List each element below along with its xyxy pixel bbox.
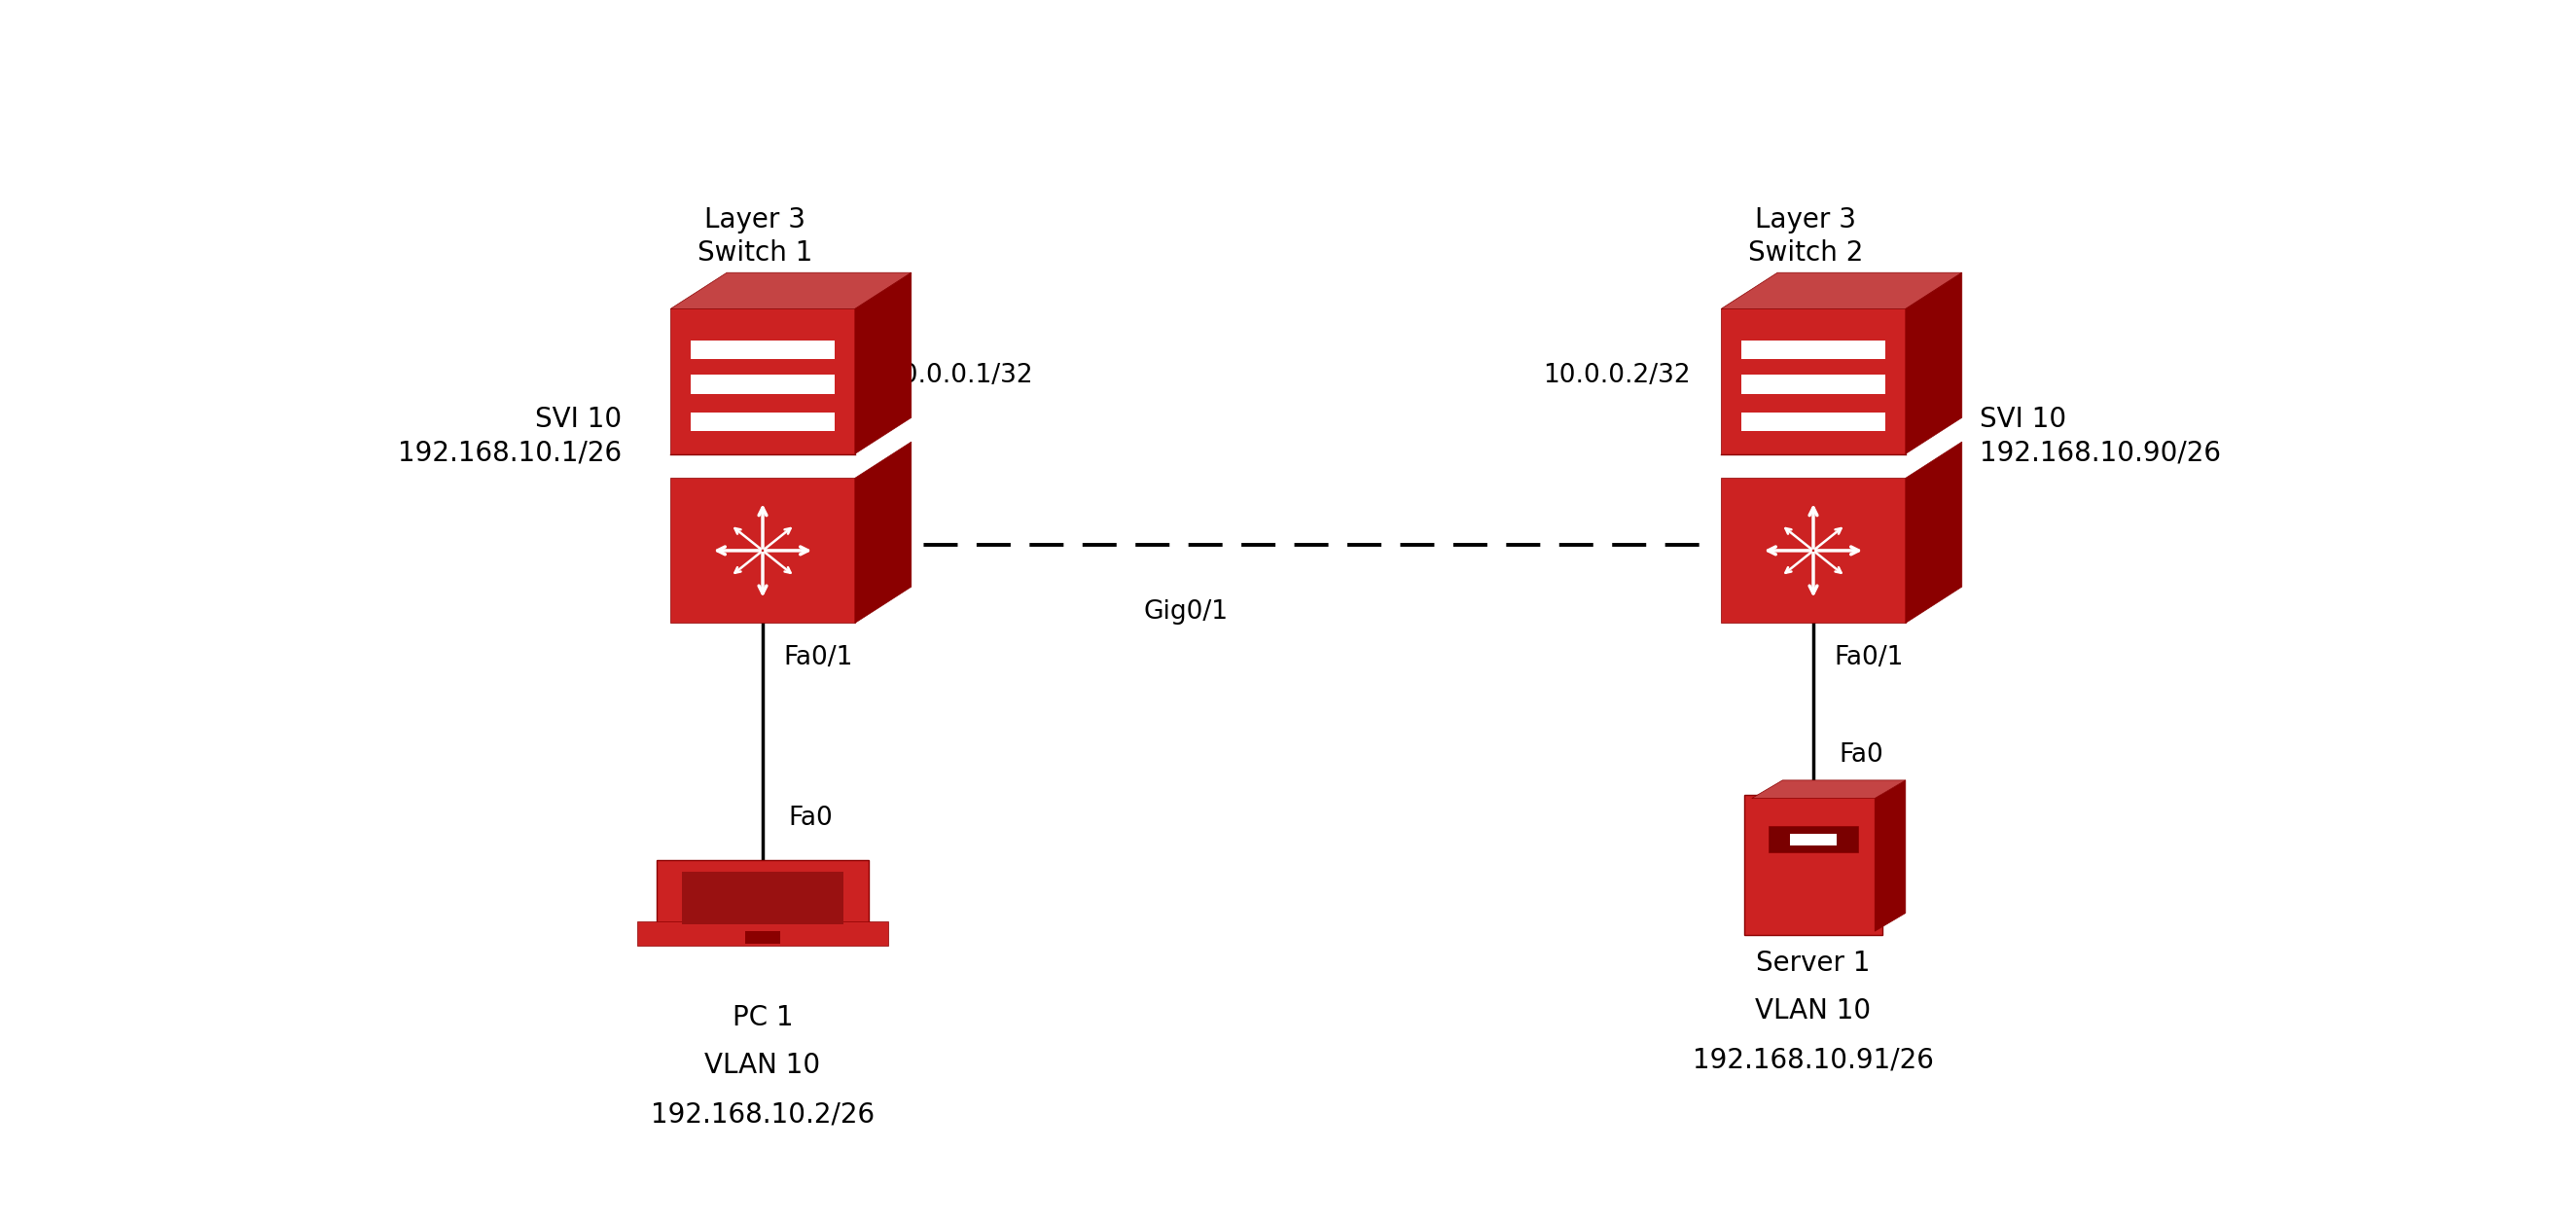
Text: Fa0: Fa0 (1839, 743, 1883, 769)
Text: SVI 10
192.168.10.1/26: SVI 10 192.168.10.1/26 (397, 406, 621, 467)
Polygon shape (1721, 273, 1963, 309)
Text: PC 1: PC 1 (732, 1003, 793, 1031)
FancyBboxPatch shape (744, 931, 781, 943)
Text: 192.168.10.2/26: 192.168.10.2/26 (652, 1101, 876, 1128)
Polygon shape (1752, 780, 1906, 798)
Text: Fa0/1: Fa0/1 (1834, 645, 1904, 670)
FancyBboxPatch shape (1741, 375, 1886, 393)
Text: SVI 10
192.168.10.90/26: SVI 10 192.168.10.90/26 (1981, 406, 2221, 467)
Text: 192.168.10.91/26: 192.168.10.91/26 (1692, 1046, 1935, 1073)
FancyBboxPatch shape (690, 340, 835, 359)
FancyBboxPatch shape (690, 375, 835, 393)
Text: Layer 3
Switch 1: Layer 3 Switch 1 (698, 207, 811, 266)
Text: 10.0.0.1/32: 10.0.0.1/32 (886, 363, 1033, 389)
Text: Fa0: Fa0 (788, 805, 832, 831)
Polygon shape (670, 273, 912, 309)
Text: Server 1: Server 1 (1757, 949, 1870, 976)
Text: Gig0/1: Gig0/1 (1144, 599, 1229, 624)
Text: VLAN 10: VLAN 10 (1754, 997, 1870, 1025)
Text: VLAN 10: VLAN 10 (706, 1052, 822, 1079)
FancyBboxPatch shape (1741, 340, 1886, 359)
FancyBboxPatch shape (657, 860, 868, 936)
FancyBboxPatch shape (1790, 835, 1837, 846)
FancyBboxPatch shape (683, 873, 842, 924)
Text: Layer 3
Switch 2: Layer 3 Switch 2 (1749, 207, 1862, 266)
Polygon shape (1721, 309, 1906, 453)
FancyBboxPatch shape (1770, 826, 1857, 853)
FancyBboxPatch shape (690, 413, 835, 431)
Polygon shape (855, 273, 912, 453)
Polygon shape (670, 309, 855, 453)
FancyBboxPatch shape (1741, 413, 1886, 431)
Polygon shape (670, 478, 855, 623)
FancyBboxPatch shape (1744, 794, 1883, 935)
Text: 10.0.0.2/32: 10.0.0.2/32 (1543, 363, 1690, 389)
FancyBboxPatch shape (636, 921, 889, 946)
Polygon shape (1906, 273, 1963, 453)
Polygon shape (855, 442, 912, 623)
Polygon shape (1721, 478, 1906, 623)
Text: Fa0/1: Fa0/1 (783, 645, 853, 670)
Polygon shape (1875, 780, 1906, 931)
Polygon shape (1906, 442, 1963, 623)
